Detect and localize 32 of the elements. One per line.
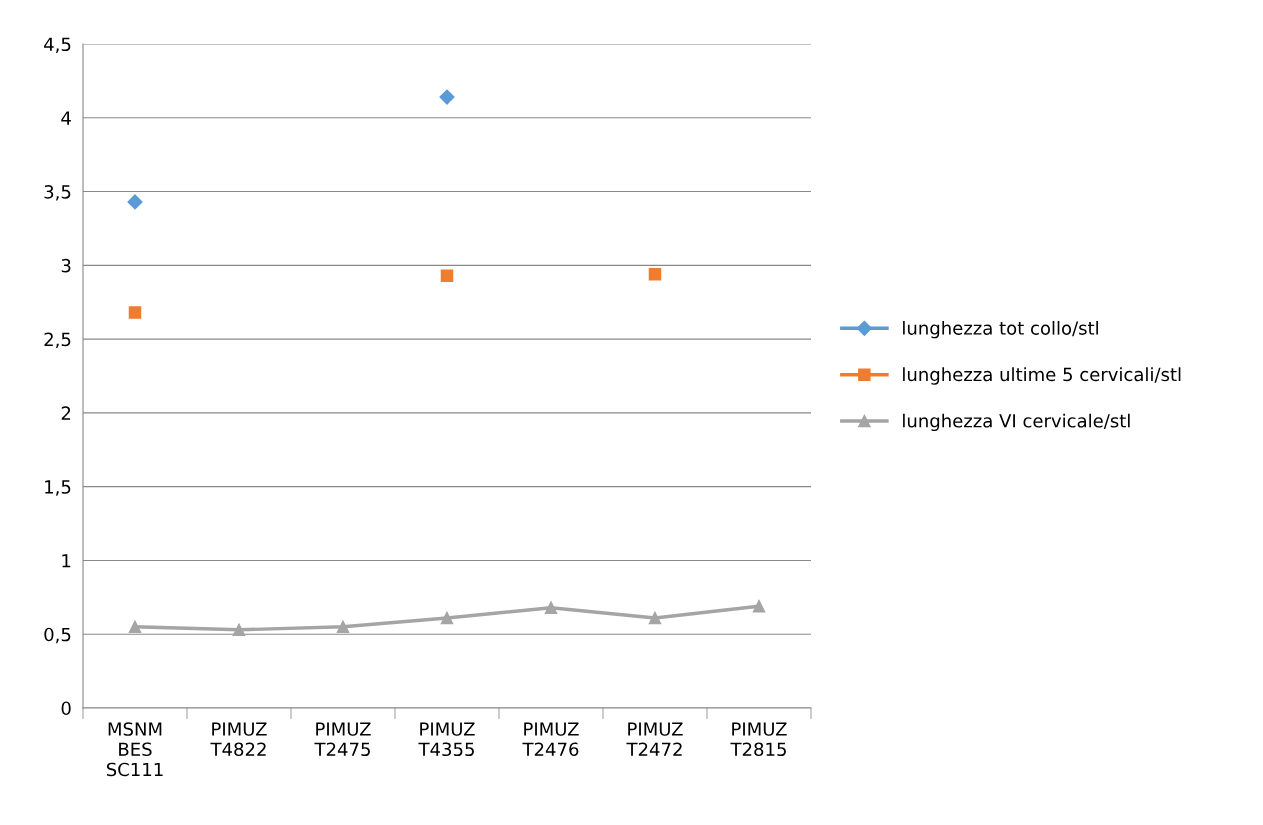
point bbox=[440, 611, 454, 625]
y-tick-label: 0,5 bbox=[44, 627, 71, 644]
y-tick-label: 2,5 bbox=[44, 332, 71, 349]
y-tick-label: 3 bbox=[61, 258, 71, 273]
y-tick-label: 4 bbox=[61, 111, 71, 125]
point bbox=[128, 620, 142, 634]
point bbox=[232, 623, 246, 637]
point bbox=[544, 601, 558, 614]
legend-label: lunghezza ultime 5 cervicali/stl bbox=[903, 367, 1181, 385]
point bbox=[128, 306, 142, 319]
y-tick-label: 2 bbox=[61, 406, 71, 420]
point bbox=[336, 620, 350, 634]
point bbox=[752, 599, 766, 613]
legend-label: lunghezza VI cervicale/stl bbox=[903, 413, 1130, 432]
point bbox=[127, 194, 143, 210]
point bbox=[648, 611, 662, 625]
y-tick-label: 1,5 bbox=[45, 480, 71, 496]
x-tick-label: PIMUZ T4822 bbox=[210, 722, 267, 757]
x-tick-label: PIMUZ T2476 bbox=[522, 722, 579, 757]
x-tick-label: PIMUZ T2472 bbox=[626, 722, 683, 756]
point bbox=[440, 269, 454, 282]
point bbox=[439, 89, 455, 105]
y-tick-label: 1 bbox=[62, 554, 71, 568]
y-tick-label: 3,5 bbox=[44, 185, 71, 201]
x-tick-label: PIMUZ T4355 bbox=[418, 722, 475, 757]
x-tick-label: MSNM BES SC111 bbox=[106, 722, 163, 777]
legend-label: lunghezza tot collo/stl bbox=[903, 320, 1098, 339]
point bbox=[648, 267, 662, 281]
y-tick-label: 0 bbox=[61, 701, 71, 716]
y-tick-label: 4,5 bbox=[44, 37, 71, 53]
x-tick-label: PIMUZ T2475 bbox=[314, 722, 371, 757]
x-tick-label: PIMUZ T2815 bbox=[730, 722, 787, 757]
